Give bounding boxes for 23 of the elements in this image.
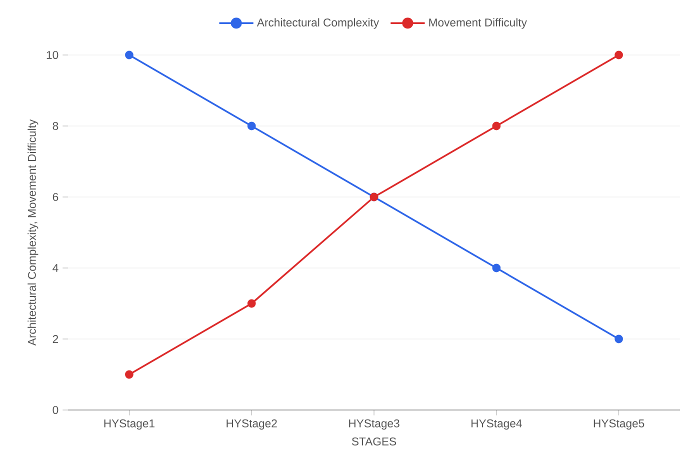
x-tick-label: HYStage5: [594, 419, 644, 430]
x-tick-label: HYStage2: [226, 419, 277, 430]
point: [614, 334, 624, 344]
point: [492, 122, 501, 130]
x-axis-title: STAGES: [352, 437, 396, 446]
point: [125, 50, 134, 60]
y-tick-label: 0: [52, 406, 58, 414]
point: [247, 122, 256, 130]
point: [614, 50, 624, 60]
x-tick-label: HYStage4: [471, 419, 522, 430]
point: [125, 370, 134, 379]
y-tick-label: 10: [46, 50, 58, 59]
y-axis-title: Architectural Complexity, Movement Difficulty: [28, 119, 38, 346]
legend-label: Movement Difficulty: [429, 18, 527, 29]
x-tick-label: HYStage3: [349, 419, 400, 430]
y-tick-label: 2: [52, 335, 58, 343]
y-tick-label: 6: [52, 192, 58, 201]
legend-label: Architectural Complexity: [256, 18, 380, 29]
x-tick-label: HYStage1: [104, 419, 154, 430]
point: [247, 299, 256, 308]
y-tick-label: 8: [52, 122, 58, 130]
y-tick-label: 4: [52, 264, 58, 272]
point: [492, 264, 501, 272]
